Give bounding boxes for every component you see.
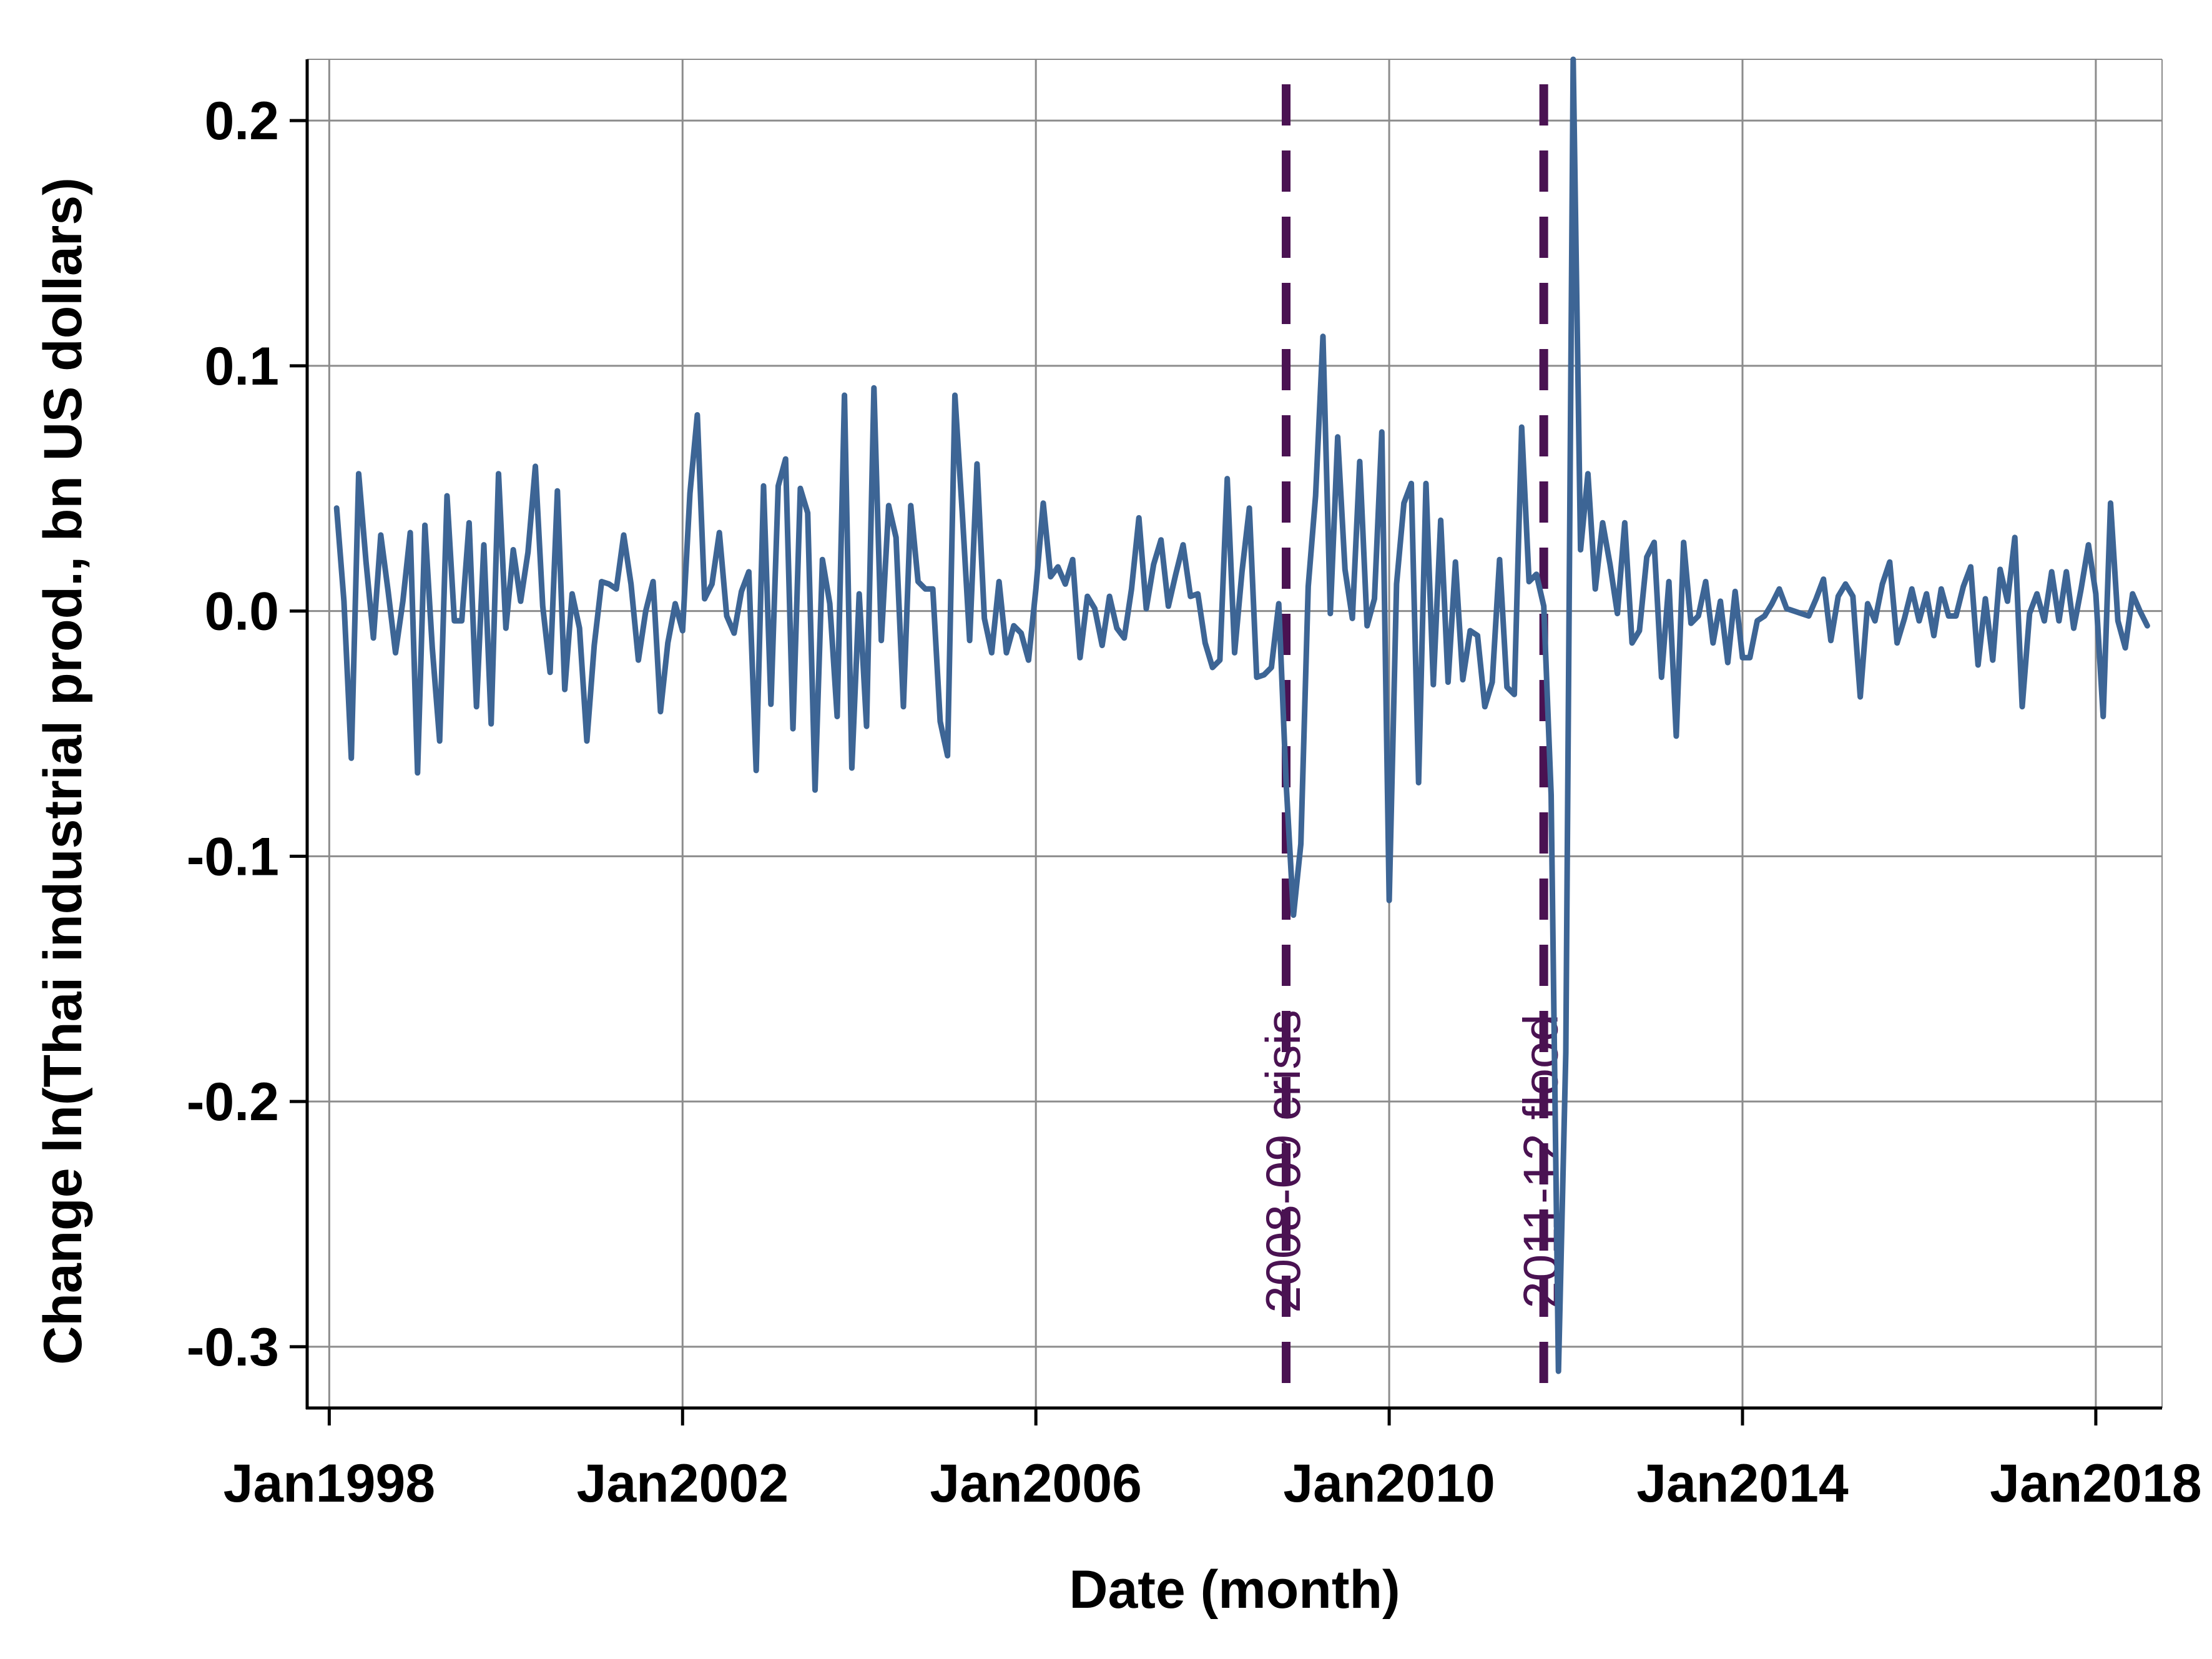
x-tick-label: Jan2002	[577, 1454, 789, 1514]
y-tick-label: -0.1	[187, 827, 279, 887]
y-tick-label: 0.0	[204, 582, 279, 642]
x-tick-label: Jan2006	[930, 1454, 1142, 1514]
tick-labels: 0.2 0.1 0.0 -0.1 -0.2 -0.3 Jan1998 Jan2002 Jan20…	[187, 91, 2202, 1514]
x-tick-label: Jan2010	[1283, 1454, 1495, 1514]
y-tick-label: 0.1	[204, 337, 279, 396]
series-line	[333, 56, 2150, 1374]
axes	[290, 59, 2162, 1425]
y-tick-label: -0.3	[187, 1317, 279, 1377]
event-label: 2008-09 crisis	[1256, 1010, 1310, 1313]
x-tick-label: Jan1998	[224, 1454, 436, 1514]
x-tick-label: Jan2014	[1636, 1454, 1849, 1514]
y-tick-label: 0.2	[204, 91, 279, 151]
y-tick-label: -0.2	[187, 1072, 279, 1132]
series-layer	[333, 56, 2150, 1374]
x-axis-title: Date (month)	[1069, 1560, 1400, 1620]
x-tick-label: Jan2018	[1990, 1454, 2202, 1514]
y-axis-title: Change ln(Thai industrial prod., bn US d…	[33, 177, 93, 1365]
